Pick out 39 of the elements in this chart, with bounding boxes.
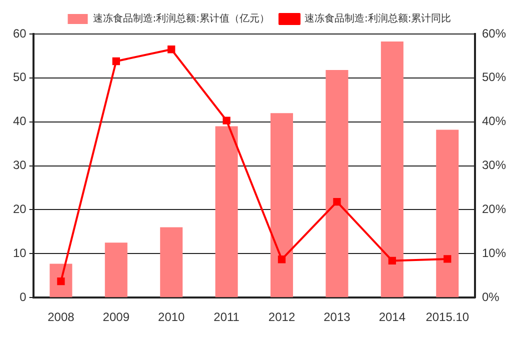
bar [326, 70, 348, 298]
bar [380, 41, 404, 298]
point [388, 256, 396, 265]
bar [215, 126, 238, 298]
y-tick-label: 0 [20, 290, 27, 304]
x-tick-label: 2013 [324, 310, 351, 324]
x-tick-label: 2009 [102, 310, 130, 324]
x-tick-label: 2011 [214, 310, 240, 324]
x-tick-label: 2012 [268, 310, 296, 324]
y-tick-label: 10 [12, 246, 27, 260]
y2-tick-label: 40% [482, 114, 506, 128]
y2-tick-label: 60% [482, 26, 506, 40]
point [333, 198, 341, 206]
y2-tick-label: 10% [482, 246, 506, 260]
x-tick-label: 2015.10 [426, 310, 470, 324]
x-tick-label: 2010 [158, 310, 186, 324]
y2-tick-label: 0% [482, 290, 500, 304]
point [444, 255, 452, 263]
bar [160, 227, 183, 298]
x-tick-label: 2008 [48, 310, 75, 324]
point [278, 256, 286, 264]
point [112, 57, 120, 66]
legend-label: 速冻食品制造:利润总额:累计同比 [304, 12, 452, 25]
point [222, 116, 230, 124]
x-tick-label: 2014 [378, 310, 406, 324]
legend-label: 速冻食品制造:利润总额:累计值（亿元） [92, 12, 270, 25]
y-tick-label: 30 [12, 158, 27, 172]
bar [436, 130, 459, 298]
point [57, 278, 65, 286]
y-tick-label: 60 [12, 26, 27, 40]
y2-tick-label: 30% [482, 158, 506, 172]
y2-tick-label: 20% [482, 202, 506, 216]
point [168, 46, 176, 54]
y-tick-label: 20 [12, 202, 27, 216]
bar [270, 113, 294, 298]
y2-tick-label: 50% [482, 70, 506, 84]
bar [104, 242, 128, 298]
y-tick-label: 50 [12, 70, 27, 84]
y-tick-label: 40 [12, 114, 27, 128]
